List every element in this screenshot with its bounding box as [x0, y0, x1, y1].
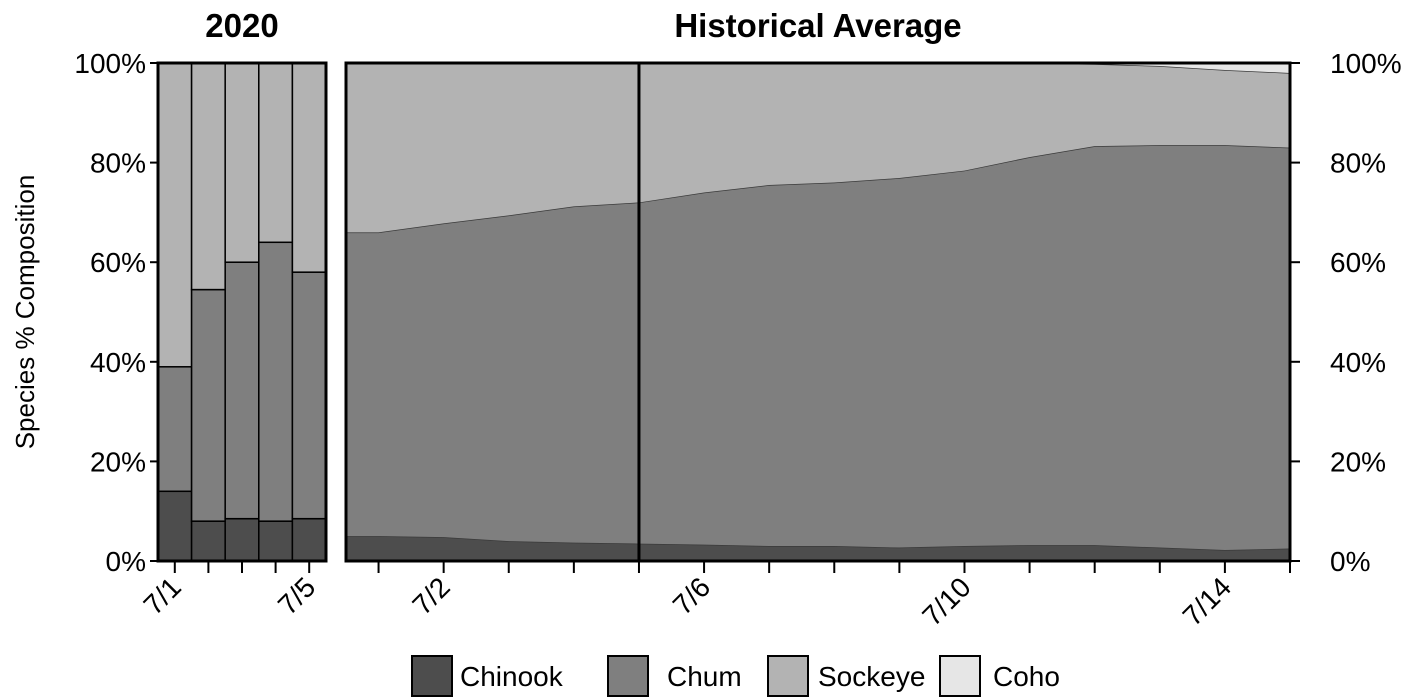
- bar-chinook-7-3: [224, 517, 260, 562]
- bar-chinook-7-2: [190, 520, 226, 562]
- legend-label-coho: Coho: [993, 661, 1060, 692]
- right-y-tick-label: 20%: [1330, 446, 1386, 477]
- legend-swatch-chinook: [411, 655, 453, 697]
- bar-sockeye-7-4: [258, 62, 294, 244]
- area-chum: [346, 145, 1290, 551]
- right-x-tick-label-7-6: 7/6: [667, 571, 716, 620]
- bar-chum-7-3: [224, 261, 260, 520]
- bar-sockeye-7-5: [291, 62, 327, 273]
- right-y-tick-label: 100%: [1330, 48, 1402, 79]
- bar-chum-7-4: [258, 241, 294, 522]
- legend: Chinook Chum Sockeye Coho: [411, 655, 1060, 697]
- legend-swatch-chum: [607, 655, 649, 697]
- right-y-tick-label: 40%: [1330, 347, 1386, 378]
- right-x-tick-label-7-2: 7/2: [406, 571, 455, 620]
- left-x-tick-label-7-5: 7/5: [272, 571, 321, 620]
- area-chinook: [346, 536, 1290, 561]
- legend-swatch-sockeye: [767, 655, 809, 697]
- right-panel-historical: 7/2 7/6 7/10 7/14 0% 20% 40% 60% 80% 100%: [344, 48, 1402, 632]
- left-x-tick-label-7-1: 7/1: [138, 571, 187, 620]
- right-y-tick-label: 80%: [1330, 148, 1386, 179]
- left-y-tick-label: 0%: [106, 546, 146, 577]
- left-panel-title: 2020: [205, 7, 278, 44]
- bar-chum-7-5: [291, 271, 327, 520]
- bar-chinook-7-5: [291, 517, 327, 562]
- right-y-tick-label: 0%: [1330, 546, 1370, 577]
- left-y-tick-label: 80%: [90, 148, 146, 179]
- left-y-tick-label: 60%: [90, 247, 146, 278]
- legend-label-chinook: Chinook: [460, 661, 564, 692]
- left-y-tick-label: 40%: [90, 347, 146, 378]
- legend-label-chum: Chum: [667, 661, 742, 692]
- left-y-tick-label: 100%: [74, 48, 146, 79]
- legend-label-sockeye: Sockeye: [818, 661, 925, 692]
- bar-chum-7-1: [157, 366, 193, 493]
- left-plot-frame: [156, 61, 328, 563]
- bar-chinook-7-4: [258, 520, 294, 562]
- legend-swatch-coho: [939, 655, 981, 697]
- area-sockeye: [346, 63, 1290, 233]
- bar-sockeye-7-3: [224, 62, 260, 263]
- right-x-tick-label-7-10: 7/10: [916, 571, 976, 631]
- right-y-tick-label: 60%: [1330, 247, 1386, 278]
- bar-chum-7-2: [190, 288, 226, 522]
- left-y-tick-label: 20%: [90, 446, 146, 477]
- bar-sockeye-7-2: [190, 62, 226, 291]
- y-axis-label: Species % Composition: [10, 175, 40, 450]
- bar-sockeye-7-1: [157, 62, 193, 368]
- right-x-tick-label-7-14: 7/14: [1177, 571, 1237, 631]
- right-plot-frame: [344, 61, 1292, 563]
- right-panel-title: Historical Average: [674, 7, 961, 44]
- bar-chinook-7-1: [157, 490, 193, 562]
- left-panel-2020: 0% 20% 40% 60% 80% 100% 7/1 7/5: [74, 48, 328, 621]
